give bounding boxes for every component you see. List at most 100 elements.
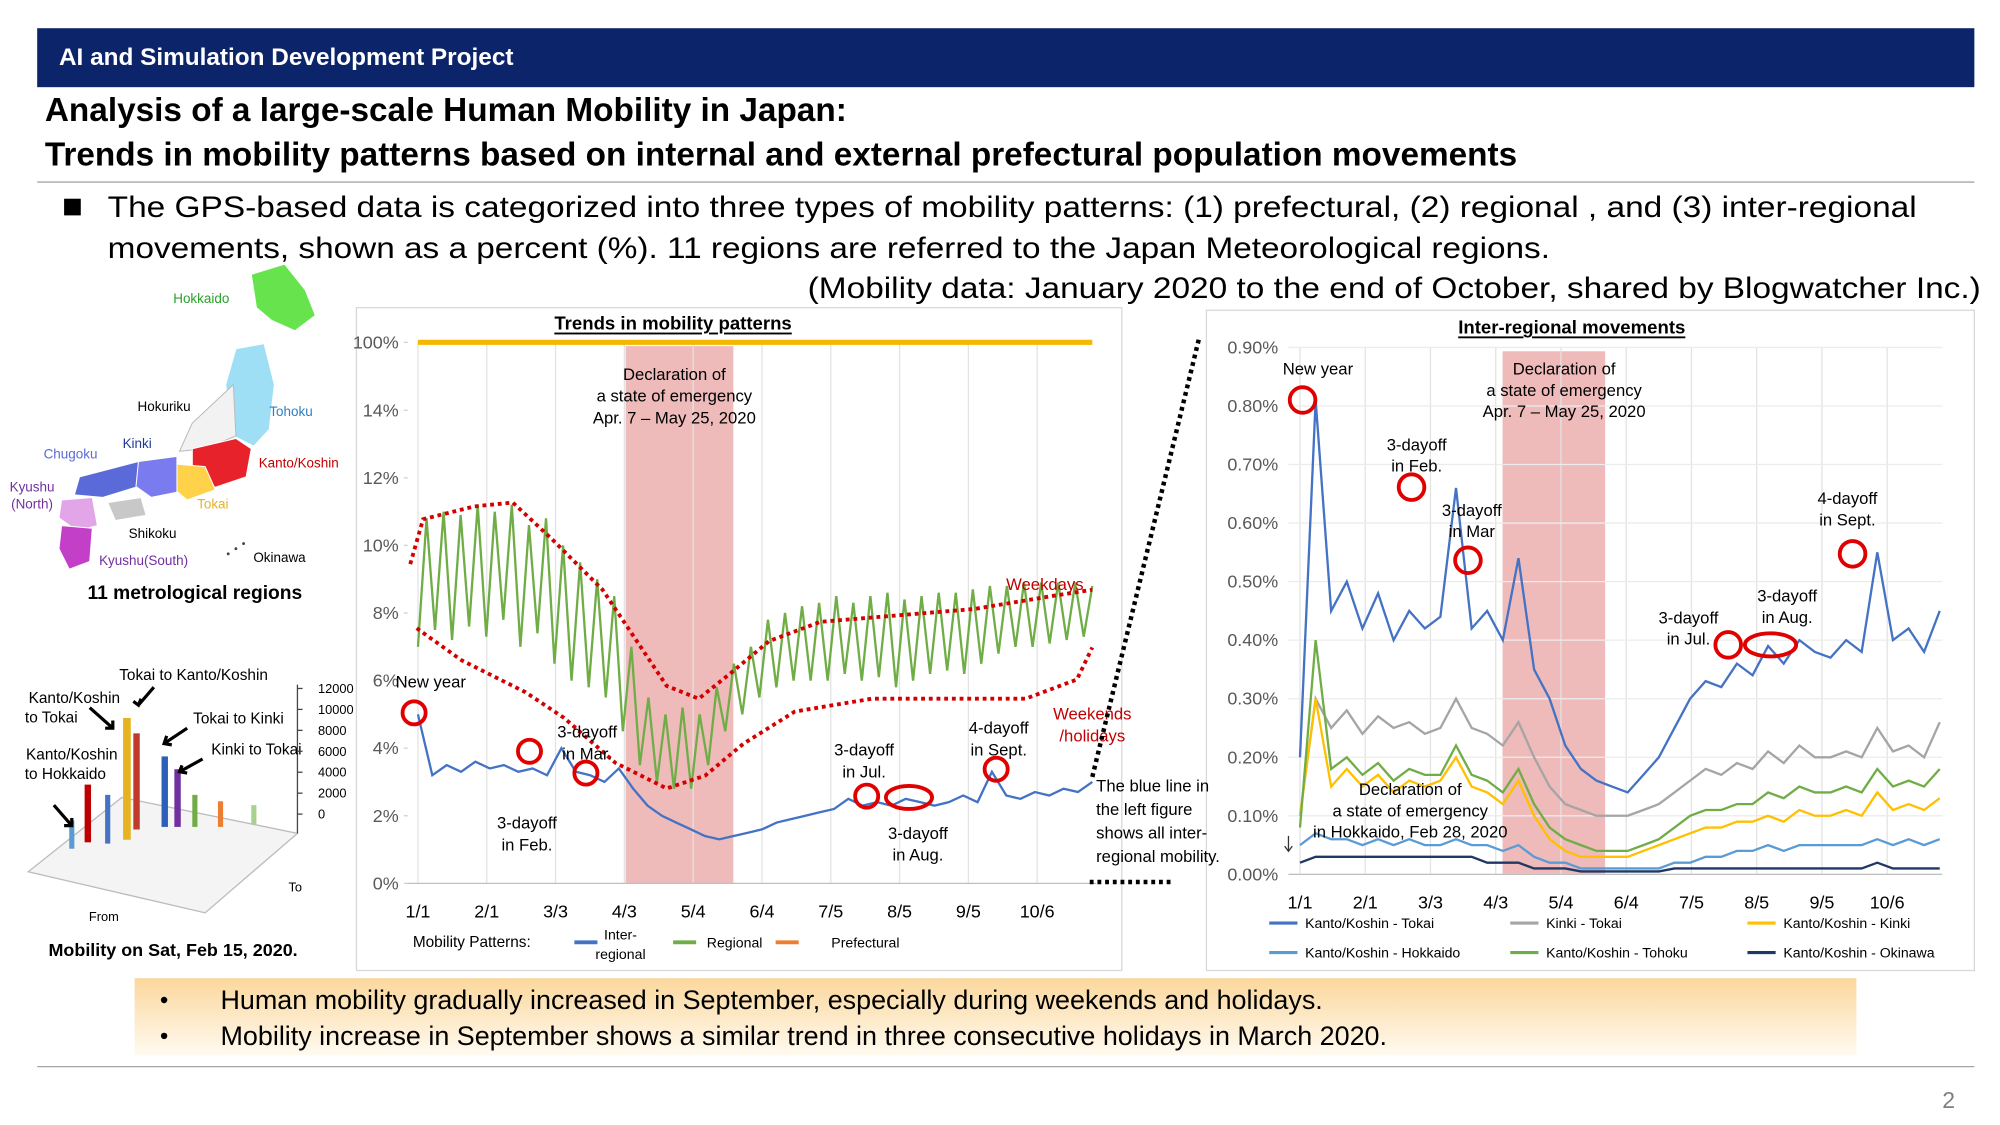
highlight-circle bbox=[572, 759, 600, 787]
y-tick-label: 0.10% bbox=[1227, 806, 1278, 826]
source-note: (Mobility data: January 2020 to the end … bbox=[808, 272, 1981, 305]
callout-line: regional mobility. bbox=[1096, 847, 1220, 866]
od-ztick-label: 0 bbox=[318, 807, 325, 822]
od-bar bbox=[161, 756, 168, 827]
y-tick-label: 0.70% bbox=[1227, 455, 1278, 475]
annotation: Declaration of bbox=[1513, 360, 1616, 379]
legend-label: Kanto/Koshin - Tohoku bbox=[1546, 945, 1688, 961]
map-label: Kyushu(South) bbox=[99, 553, 188, 568]
highlight-circle bbox=[1837, 539, 1868, 569]
y-tick-label: 100% bbox=[353, 332, 399, 352]
map-label: Kinki bbox=[123, 436, 152, 451]
y-tick-label: 0.50% bbox=[1227, 572, 1278, 592]
annotation: in Mar bbox=[1449, 522, 1496, 541]
highlight-circle bbox=[516, 737, 543, 765]
annotation: 4-dayoff bbox=[1817, 489, 1877, 508]
annotation: in Aug. bbox=[1762, 608, 1813, 627]
annotation: 3-dayoff bbox=[1757, 587, 1817, 606]
od-axis-label: From bbox=[89, 909, 119, 924]
od-bar bbox=[217, 801, 224, 827]
y-tick-label: 14% bbox=[363, 400, 399, 420]
legend-label: Kinki - Tokai bbox=[1546, 915, 1622, 931]
map-label: Hokkaido bbox=[173, 291, 229, 306]
od-arrow bbox=[132, 686, 156, 708]
callout-line: shows all inter- bbox=[1096, 823, 1207, 842]
od-bar bbox=[251, 805, 257, 825]
od-arrow bbox=[88, 706, 115, 730]
od-bar bbox=[84, 784, 92, 843]
x-tick-label: 2/1 bbox=[474, 902, 499, 922]
annotation: New year bbox=[396, 673, 467, 692]
x-tick-label: 8/5 bbox=[1744, 893, 1769, 913]
od-axis-label: To bbox=[288, 880, 302, 895]
od-bar bbox=[192, 794, 198, 827]
annotation: Weekends bbox=[1053, 705, 1131, 724]
od-bar bbox=[69, 820, 75, 849]
map-label: Okinawa bbox=[253, 550, 306, 565]
annotation: in Hokkaido, Feb 28, 2020 bbox=[1313, 823, 1507, 842]
series-line bbox=[1298, 639, 1941, 853]
highlight-circle bbox=[1287, 385, 1318, 415]
x-tick-label: 10/6 bbox=[1020, 902, 1055, 922]
legend-label: Kanto/Koshin - Hokkaido bbox=[1305, 945, 1460, 961]
annotation: a state of emergency bbox=[597, 387, 753, 406]
annotation: /holidays bbox=[1059, 726, 1125, 745]
emergency-shade bbox=[625, 346, 734, 884]
legend-label: Inter-regional bbox=[595, 927, 645, 962]
map-label: Chugoku bbox=[44, 446, 98, 461]
legend-label: Kanto/Koshin - Kinki bbox=[1783, 915, 1910, 931]
legend-label: Prefectural bbox=[831, 934, 899, 950]
annotation: in Sept. bbox=[1819, 510, 1875, 529]
od-ztick-label: 10000 bbox=[318, 702, 354, 717]
legend-label-part: regional bbox=[595, 946, 645, 962]
annotation: 3-dayoff bbox=[1659, 608, 1719, 627]
highlight-circle bbox=[1396, 472, 1427, 502]
annotation: in Jul. bbox=[1667, 630, 1711, 649]
y-tick-label: 12% bbox=[363, 468, 399, 488]
annotation: in Mar. bbox=[562, 744, 612, 763]
od-label: to Tokai bbox=[25, 709, 78, 726]
annotation: 3-dayoff bbox=[557, 723, 617, 742]
chart-title: Trends in mobility patterns bbox=[554, 313, 791, 334]
header-bar bbox=[37, 28, 1975, 88]
island bbox=[225, 551, 231, 557]
od-ztick-label: 2000 bbox=[318, 786, 347, 801]
x-tick-label: 5/4 bbox=[1549, 893, 1574, 913]
series-line bbox=[1298, 694, 1941, 817]
summary-line: Mobility increase in September shows a s… bbox=[221, 1021, 1388, 1051]
region-kinki bbox=[132, 455, 178, 498]
annotation: Weekdays bbox=[1006, 575, 1083, 594]
emergency-shade bbox=[1502, 351, 1606, 875]
y-tick-label: 0.80% bbox=[1227, 396, 1278, 416]
series-line bbox=[416, 714, 1093, 841]
bullet-square bbox=[64, 198, 81, 216]
od-bar bbox=[123, 717, 131, 840]
od-ztick-label: 4000 bbox=[318, 765, 347, 780]
od-ztick-label: 8000 bbox=[318, 723, 347, 738]
x-tick-label: 2/1 bbox=[1353, 893, 1378, 913]
annotation: New year bbox=[1283, 360, 1354, 379]
od-bar bbox=[105, 794, 111, 844]
highlight-circle bbox=[400, 699, 428, 727]
od-label: Kinki to Tokai bbox=[211, 742, 301, 759]
highlight-circle bbox=[1742, 631, 1799, 659]
x-tick-label: 9/5 bbox=[956, 902, 981, 922]
map-label: Kanto/Koshin bbox=[259, 455, 339, 470]
y-tick-label: 6% bbox=[373, 671, 399, 691]
legend-label-part: Inter- bbox=[604, 927, 637, 943]
y-tick-label: 10% bbox=[363, 535, 399, 555]
highlight-circle bbox=[883, 783, 934, 811]
x-tick-label: 5/4 bbox=[681, 902, 706, 922]
annotation: in Feb. bbox=[1391, 457, 1442, 476]
highlight-circle bbox=[982, 755, 1010, 783]
annotation: 4-dayoff bbox=[969, 719, 1029, 738]
y-tick-label: 0.40% bbox=[1227, 630, 1278, 650]
x-tick-label: 10/6 bbox=[1870, 893, 1905, 913]
legend-label: Kanto/Koshin - Okinawa bbox=[1783, 945, 1934, 961]
legend-title: Mobility Patterns: bbox=[413, 934, 531, 951]
highlight-circle bbox=[853, 782, 881, 810]
summary-bullet bbox=[160, 1032, 168, 1040]
od-ztick-label: 6000 bbox=[318, 744, 347, 759]
y-tick-label: 0.90% bbox=[1227, 337, 1278, 357]
